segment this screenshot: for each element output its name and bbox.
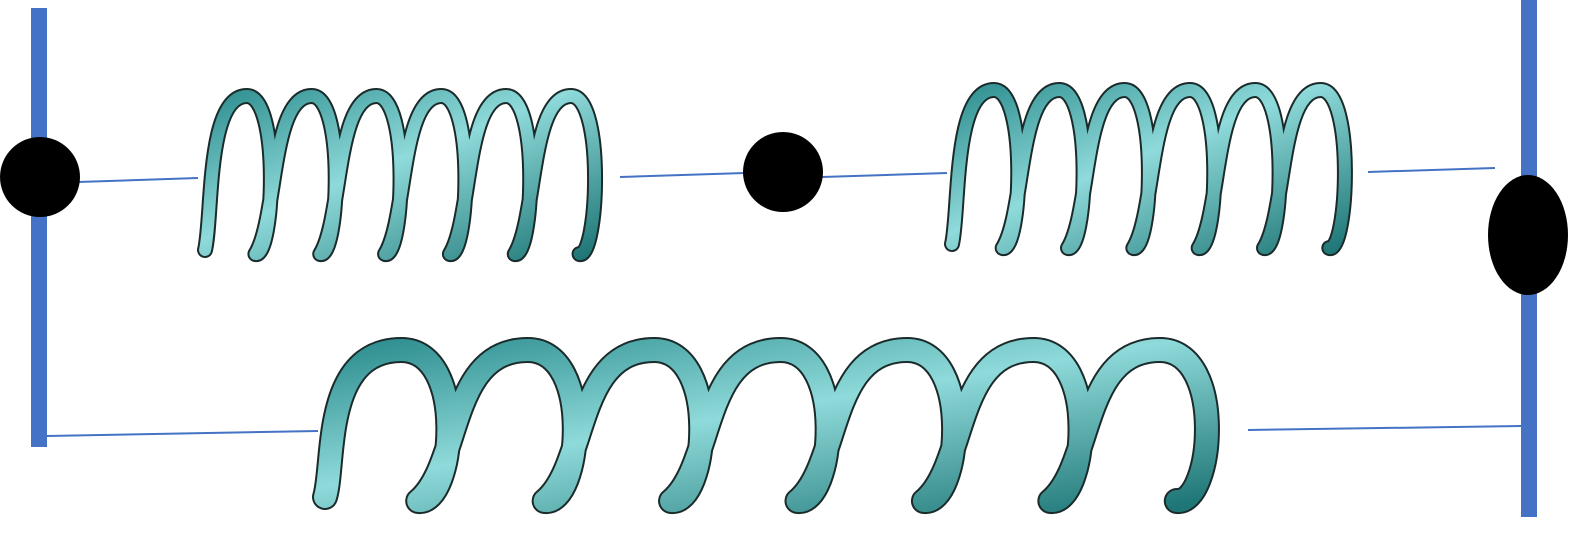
wire-left-to-spring1 (77, 177, 199, 183)
left-wall-mass (0, 137, 80, 217)
wire-mass-to-spring2 (821, 172, 948, 178)
wire-spring2-to-right (1367, 167, 1496, 173)
spring-bottom (312, 337, 1220, 514)
left-wall (31, 8, 47, 447)
spring-coil (199, 90, 601, 260)
spring-top-left (197, 88, 603, 262)
wire-spring3-to-right (1247, 425, 1522, 431)
wire-spring1-to-mass (619, 172, 746, 178)
spring-top-right (944, 82, 1353, 256)
right-wall-mass (1488, 175, 1568, 295)
middle-mass (743, 132, 823, 212)
spring-coil (314, 339, 1218, 512)
wire-left-to-spring3 (46, 430, 319, 437)
spring-coil (946, 84, 1351, 254)
